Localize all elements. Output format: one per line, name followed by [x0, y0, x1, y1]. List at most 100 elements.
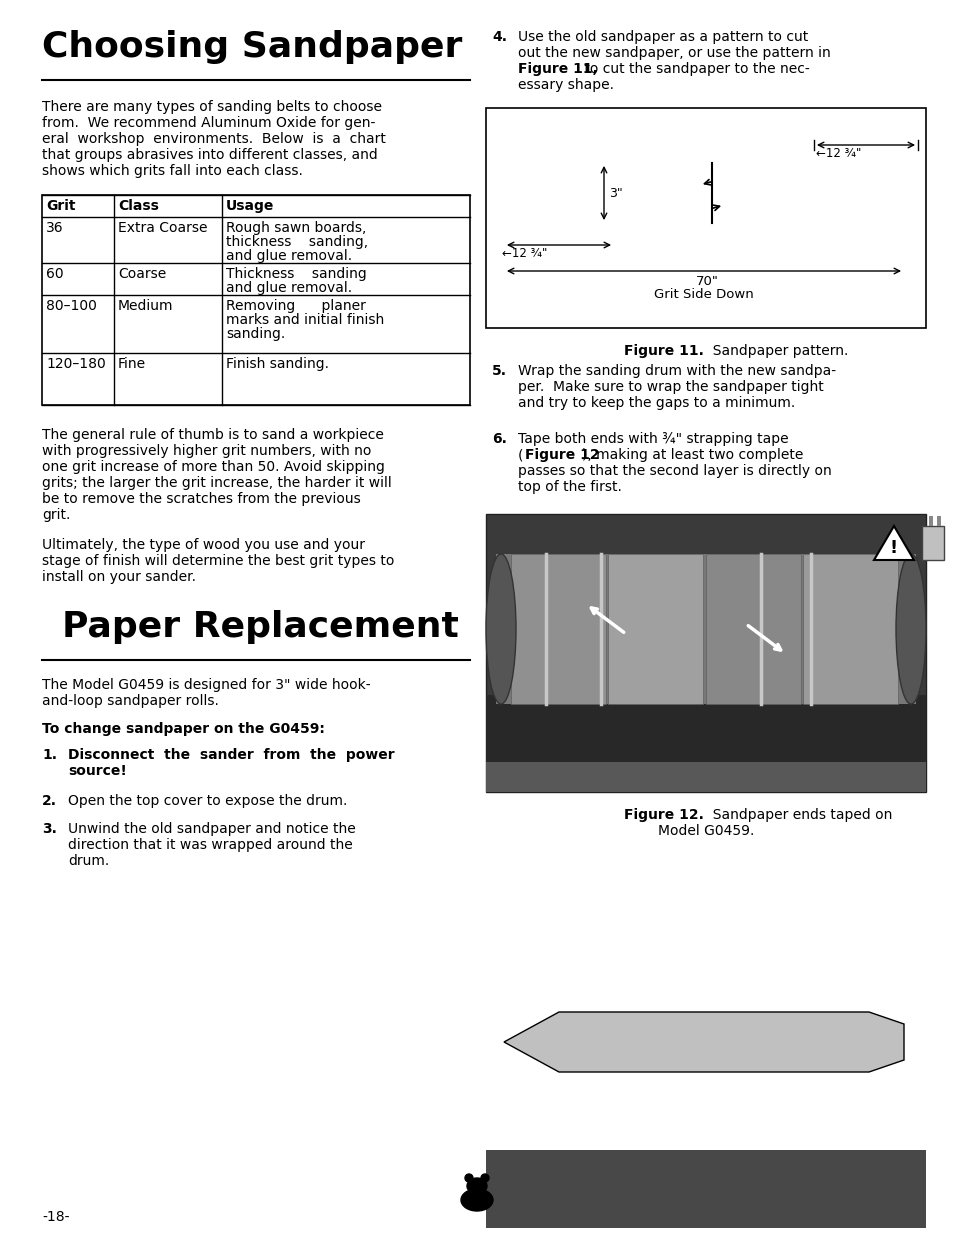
Text: direction that it was wrapped around the: direction that it was wrapped around the: [68, 839, 353, 852]
Text: Disconnect  the  sander  from  the  power: Disconnect the sander from the power: [68, 748, 395, 762]
Text: Finish sanding.: Finish sanding.: [226, 357, 329, 370]
Bar: [607, 555, 702, 704]
Text: Paper Replacement: Paper Replacement: [62, 610, 458, 643]
Text: thickness    sanding,: thickness sanding,: [226, 235, 368, 249]
Polygon shape: [503, 1011, 903, 1072]
Bar: [485, 107, 925, 329]
Text: drum.: drum.: [68, 853, 110, 868]
Text: from.  We recommend Aluminum Oxide for gen-: from. We recommend Aluminum Oxide for ge…: [42, 116, 375, 130]
Text: Figure 11.: Figure 11.: [623, 345, 703, 358]
Text: source!: source!: [68, 764, 127, 778]
Text: Usage: Usage: [226, 199, 274, 212]
Ellipse shape: [480, 1174, 489, 1182]
Text: shows which grits fall into each class.: shows which grits fall into each class.: [42, 164, 302, 178]
Text: G0459 12" Drum Sander: G0459 12" Drum Sander: [740, 1210, 911, 1224]
Text: passes so that the second layer is directly on: passes so that the second layer is direc…: [517, 464, 831, 478]
Text: Grit: Grit: [46, 199, 75, 212]
Text: 70": 70": [696, 275, 719, 288]
Text: ←12 ¾": ←12 ¾": [815, 147, 861, 161]
Text: -18-: -18-: [42, 1210, 70, 1224]
Bar: [705, 555, 801, 704]
Text: with progressively higher grit numbers, with no: with progressively higher grit numbers, …: [42, 445, 371, 458]
Text: Fine: Fine: [118, 357, 146, 370]
Text: Open the top cover to expose the drum.: Open the top cover to expose the drum.: [68, 794, 347, 808]
Text: Extra Coarse: Extra Coarse: [118, 221, 208, 235]
Text: to cut the sandpaper to the nec-: to cut the sandpaper to the nec-: [579, 62, 809, 77]
Text: essary shape.: essary shape.: [517, 78, 614, 91]
Text: To change sandpaper on the G0459:: To change sandpaper on the G0459:: [42, 722, 325, 736]
Text: grits; the larger the grit increase, the harder it will: grits; the larger the grit increase, the…: [42, 475, 392, 490]
Bar: [928, 516, 932, 526]
Text: be to remove the scratches from the previous: be to remove the scratches from the prev…: [42, 492, 360, 506]
Ellipse shape: [464, 1174, 473, 1182]
Text: sanding.: sanding.: [226, 327, 285, 341]
Text: and glue removal.: and glue removal.: [226, 249, 352, 263]
Bar: [485, 514, 925, 792]
Ellipse shape: [467, 1178, 486, 1194]
Text: Tape both ends with ¾" strapping tape: Tape both ends with ¾" strapping tape: [517, 432, 788, 446]
Text: per.  Make sure to wrap the sandpaper tight: per. Make sure to wrap the sandpaper tig…: [517, 380, 822, 394]
Text: Removing      planer: Removing planer: [226, 299, 366, 312]
Bar: [496, 555, 915, 704]
Polygon shape: [873, 526, 913, 559]
Text: ←12 ¾": ←12 ¾": [501, 247, 547, 261]
Text: Class: Class: [118, 199, 159, 212]
Text: Ultimately, the type of wood you use and your: Ultimately, the type of wood you use and…: [42, 538, 365, 552]
Text: 3.: 3.: [42, 823, 57, 836]
Text: top of the first.: top of the first.: [517, 480, 621, 494]
Text: (: (: [517, 448, 523, 462]
Text: 3": 3": [608, 186, 622, 200]
Text: Sandpaper ends taped on: Sandpaper ends taped on: [703, 808, 891, 823]
Bar: [802, 555, 897, 704]
Text: Coarse: Coarse: [118, 267, 166, 282]
Ellipse shape: [485, 555, 516, 704]
Text: The general rule of thumb is to sand a workpiece: The general rule of thumb is to sand a w…: [42, 429, 383, 442]
Text: There are many types of sanding belts to choose: There are many types of sanding belts to…: [42, 100, 381, 114]
Text: Sandpaper pattern.: Sandpaper pattern.: [703, 345, 847, 358]
Bar: [511, 555, 605, 704]
Text: Medium: Medium: [118, 299, 173, 312]
Text: The Model G0459 is designed for 3" wide hook-: The Model G0459 is designed for 3" wide …: [42, 678, 370, 692]
Text: Figure 11,: Figure 11,: [517, 62, 598, 77]
Ellipse shape: [895, 555, 925, 704]
Text: ), making at least two complete: ), making at least two complete: [581, 448, 802, 462]
Text: Grit Side Down: Grit Side Down: [654, 288, 753, 301]
Text: 5.: 5.: [492, 364, 506, 378]
Text: 6.: 6.: [492, 432, 506, 446]
Text: grit.: grit.: [42, 508, 71, 522]
Bar: [42, 195, 470, 405]
Text: eral  workshop  environments.  Below  is  a  chart: eral workshop environments. Below is a c…: [42, 132, 385, 146]
Text: Thickness    sanding: Thickness sanding: [226, 267, 366, 282]
Text: install on your sander.: install on your sander.: [42, 571, 195, 584]
Text: 120–180: 120–180: [46, 357, 106, 370]
Text: Unwind the old sandpaper and notice the: Unwind the old sandpaper and notice the: [68, 823, 355, 836]
Text: Figure 12.: Figure 12.: [623, 808, 703, 823]
Text: that groups abrasives into different classes, and: that groups abrasives into different cla…: [42, 148, 377, 162]
Text: out the new sandpaper, or use the pattern in: out the new sandpaper, or use the patter…: [517, 46, 830, 61]
Bar: [485, 1150, 925, 1228]
Bar: [485, 762, 925, 792]
Text: 4.: 4.: [492, 30, 506, 44]
Text: 36: 36: [46, 221, 64, 235]
Text: marks and initial finish: marks and initial finish: [226, 312, 384, 327]
Text: 80–100: 80–100: [46, 299, 97, 312]
Text: one grit increase of more than 50. Avoid skipping: one grit increase of more than 50. Avoid…: [42, 459, 384, 474]
Text: stage of finish will determine the best grit types to: stage of finish will determine the best …: [42, 555, 394, 568]
Ellipse shape: [460, 1189, 493, 1212]
Text: !: !: [889, 538, 897, 557]
Text: Wrap the sanding drum with the new sandpa-: Wrap the sanding drum with the new sandp…: [517, 364, 835, 378]
Bar: [921, 526, 943, 559]
Text: and-loop sandpaper rolls.: and-loop sandpaper rolls.: [42, 694, 218, 708]
Bar: [936, 516, 940, 526]
Text: 60: 60: [46, 267, 64, 282]
Text: 2.: 2.: [42, 794, 57, 808]
Bar: [485, 695, 925, 792]
Text: Rough sawn boards,: Rough sawn boards,: [226, 221, 366, 235]
Text: and try to keep the gaps to a minimum.: and try to keep the gaps to a minimum.: [517, 396, 795, 410]
Text: and glue removal.: and glue removal.: [226, 282, 352, 295]
Text: Choosing Sandpaper: Choosing Sandpaper: [42, 30, 462, 64]
Text: Use the old sandpaper as a pattern to cut: Use the old sandpaper as a pattern to cu…: [517, 30, 807, 44]
Text: 1.: 1.: [42, 748, 57, 762]
Text: Model G0459.: Model G0459.: [658, 824, 754, 839]
Text: Figure 12: Figure 12: [524, 448, 599, 462]
